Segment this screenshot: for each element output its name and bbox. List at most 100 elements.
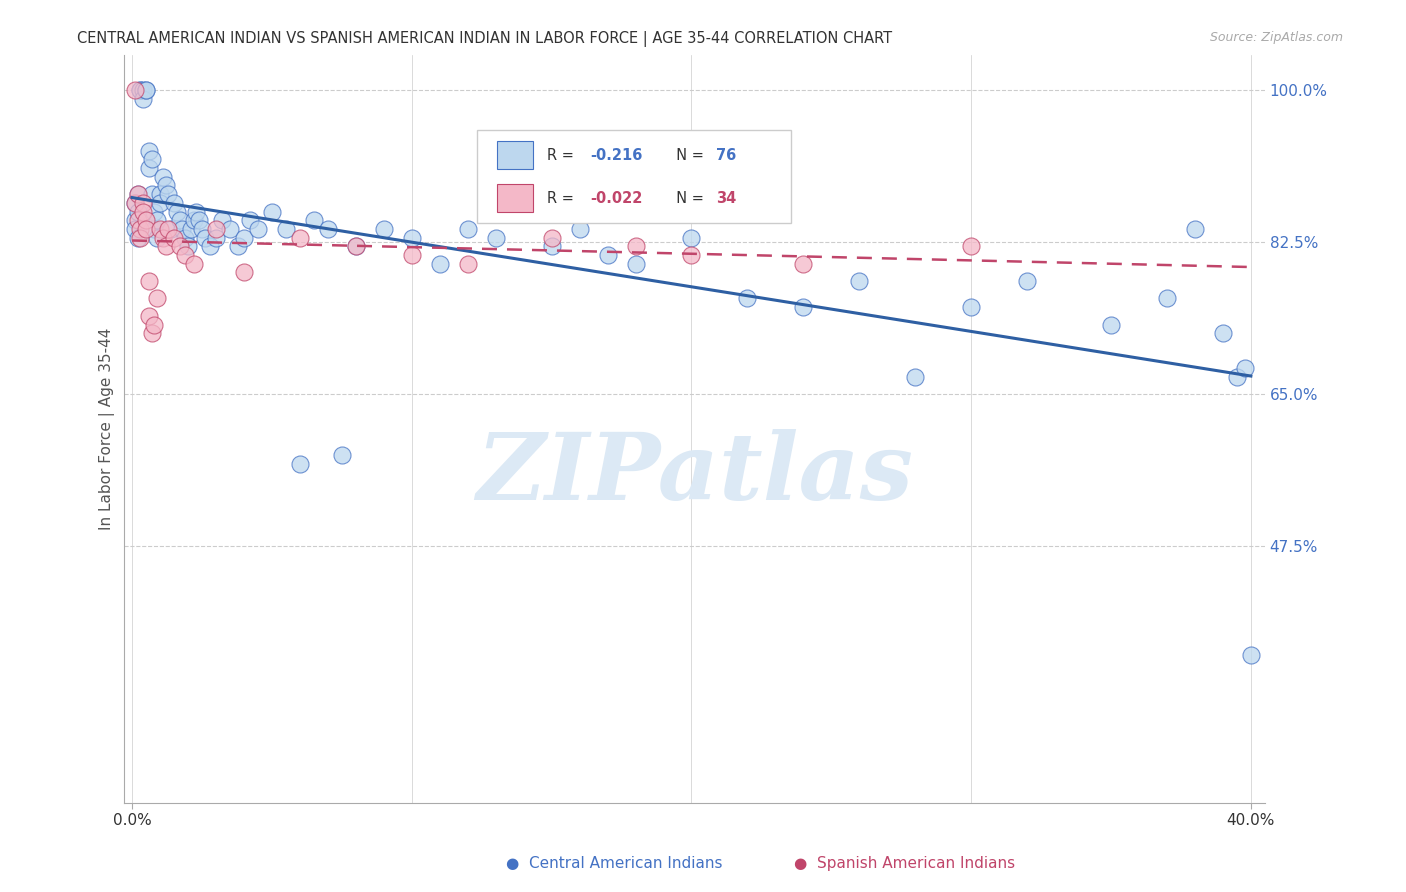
- Point: [135, 83, 157, 97]
- Point: [848, 274, 870, 288]
- Text: 76: 76: [716, 147, 737, 162]
- FancyBboxPatch shape: [478, 130, 792, 223]
- Point: [624, 239, 647, 253]
- Point: [737, 292, 759, 306]
- Point: [233, 265, 256, 279]
- Point: [127, 230, 149, 244]
- Point: [373, 222, 395, 236]
- Bar: [496, 184, 533, 212]
- Point: [960, 300, 983, 314]
- Point: [211, 213, 233, 227]
- Point: [157, 187, 180, 202]
- Point: [174, 248, 197, 262]
- Point: [200, 239, 222, 253]
- Point: [129, 222, 152, 236]
- Point: [127, 187, 149, 202]
- Point: [344, 239, 367, 253]
- Point: [132, 83, 155, 97]
- Point: [143, 222, 166, 236]
- Point: [141, 153, 163, 167]
- Text: -0.022: -0.022: [591, 191, 643, 205]
- Point: [169, 239, 191, 253]
- Point: [152, 169, 174, 184]
- Point: [146, 213, 169, 227]
- Point: [163, 195, 186, 210]
- Text: ZIPatlas: ZIPatlas: [475, 429, 912, 518]
- Point: [138, 309, 160, 323]
- Point: [141, 326, 163, 341]
- Text: R =: R =: [547, 191, 579, 205]
- Point: [163, 230, 186, 244]
- Point: [180, 222, 202, 236]
- Point: [205, 230, 228, 244]
- Point: [183, 213, 205, 227]
- Point: [135, 83, 157, 97]
- Point: [401, 248, 423, 262]
- Point: [155, 239, 177, 253]
- Point: [330, 448, 353, 462]
- Point: [188, 213, 211, 227]
- Point: [485, 230, 508, 244]
- Point: [1212, 326, 1234, 341]
- Point: [169, 213, 191, 227]
- Point: [904, 369, 927, 384]
- Point: [792, 300, 814, 314]
- Point: [186, 204, 208, 219]
- Point: [124, 222, 146, 236]
- Point: [174, 230, 197, 244]
- Point: [260, 204, 283, 219]
- Point: [191, 222, 214, 236]
- Point: [1226, 369, 1249, 384]
- Point: [143, 318, 166, 332]
- Text: N =: N =: [666, 191, 709, 205]
- Point: [1156, 292, 1178, 306]
- Point: [1017, 274, 1039, 288]
- Point: [155, 178, 177, 193]
- Point: [172, 222, 194, 236]
- Point: [274, 222, 297, 236]
- Point: [149, 187, 172, 202]
- Point: [124, 195, 146, 210]
- Point: [540, 230, 562, 244]
- Point: [1234, 361, 1257, 376]
- Point: [124, 195, 146, 210]
- Point: [127, 213, 149, 227]
- Text: ●  Central American Indians: ● Central American Indians: [506, 856, 723, 871]
- Point: [568, 222, 591, 236]
- Point: [540, 239, 562, 253]
- Point: [228, 239, 250, 253]
- Point: [401, 230, 423, 244]
- Point: [344, 239, 367, 253]
- Point: [288, 230, 311, 244]
- Point: [457, 222, 479, 236]
- Point: [624, 257, 647, 271]
- Point: [124, 213, 146, 227]
- Point: [132, 195, 155, 210]
- Point: [429, 257, 451, 271]
- Point: [141, 187, 163, 202]
- Text: 34: 34: [716, 191, 737, 205]
- Point: [681, 248, 703, 262]
- Point: [596, 248, 619, 262]
- Point: [129, 230, 152, 244]
- Point: [960, 239, 983, 253]
- Point: [160, 222, 183, 236]
- Point: [132, 204, 155, 219]
- Point: [1184, 222, 1206, 236]
- Point: [152, 230, 174, 244]
- Text: Source: ZipAtlas.com: Source: ZipAtlas.com: [1209, 31, 1343, 45]
- Point: [129, 83, 152, 97]
- Point: [132, 92, 155, 106]
- Point: [166, 204, 188, 219]
- Point: [146, 292, 169, 306]
- Point: [457, 257, 479, 271]
- Point: [681, 230, 703, 244]
- Point: [146, 230, 169, 244]
- Point: [792, 257, 814, 271]
- Point: [124, 83, 146, 97]
- Point: [149, 222, 172, 236]
- Point: [183, 257, 205, 271]
- Point: [1099, 318, 1122, 332]
- Point: [238, 213, 260, 227]
- Text: -0.216: -0.216: [591, 147, 643, 162]
